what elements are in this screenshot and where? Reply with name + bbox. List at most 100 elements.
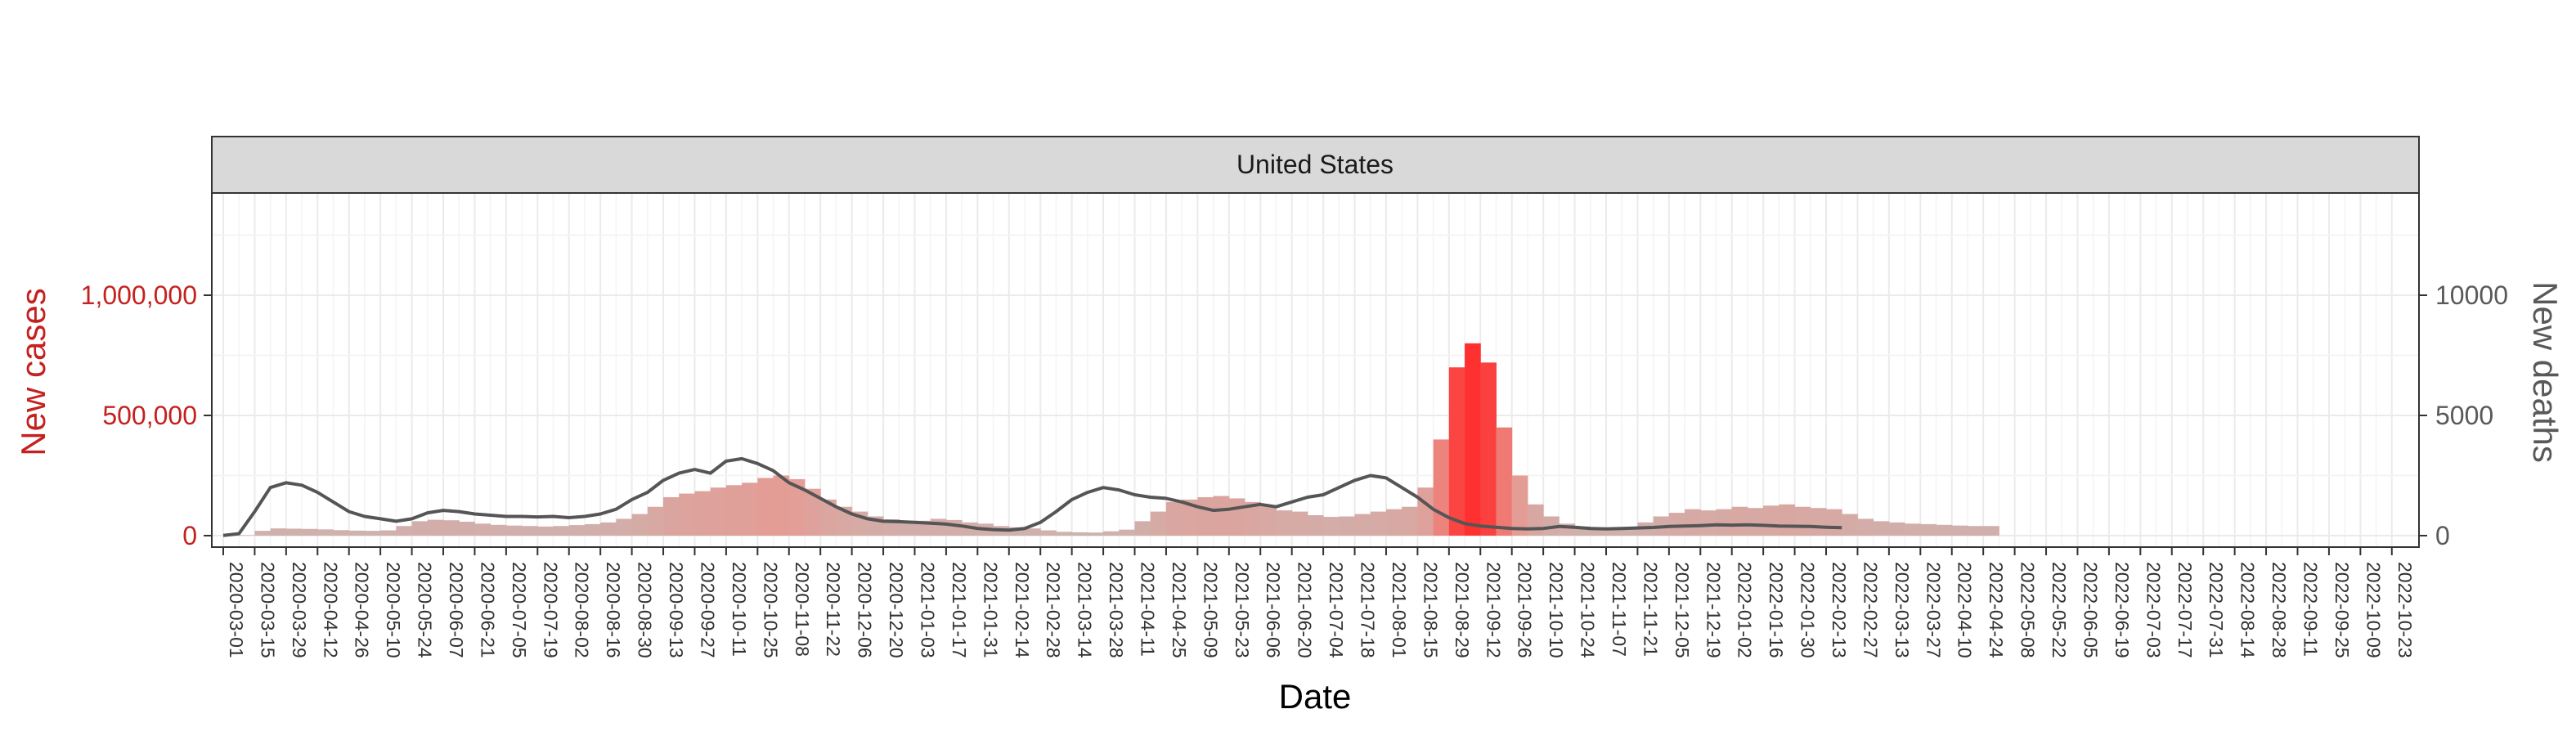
case-bar xyxy=(380,530,397,536)
y-left-tick-label: 0 xyxy=(182,521,197,550)
case-bar xyxy=(239,535,255,536)
x-tick-label: 2022-07-17 xyxy=(2174,562,2196,658)
case-bar xyxy=(1260,505,1277,536)
x-tick-label: 2020-03-01 xyxy=(226,562,247,658)
case-bar xyxy=(1936,524,1953,536)
case-bar xyxy=(883,519,900,536)
facet-label: United States xyxy=(1236,150,1393,179)
x-tick-label: 2022-10-23 xyxy=(2394,562,2416,658)
x-tick-label: 2022-08-28 xyxy=(2269,562,2290,658)
case-bar xyxy=(1370,511,1387,536)
case-bar xyxy=(584,523,601,536)
case-bar xyxy=(1385,509,1402,536)
x-tick-label: 2020-06-21 xyxy=(478,562,499,658)
case-bar xyxy=(1857,518,1874,536)
case-bar xyxy=(317,529,334,536)
facet-strip xyxy=(211,136,2420,194)
y-axis-right-title: New deaths xyxy=(2526,281,2565,463)
x-tick-label: 2021-10-10 xyxy=(1546,562,1567,658)
case-bar xyxy=(1967,526,1984,536)
case-bar xyxy=(725,485,743,536)
case-bar xyxy=(1888,522,1905,536)
case-bar xyxy=(1810,508,1827,536)
case-bar xyxy=(1905,523,1921,536)
case-bar xyxy=(757,478,774,536)
case-bar xyxy=(1134,521,1151,536)
y-axis-left: 0 500,000 1,000,000 xyxy=(81,280,212,550)
case-bar xyxy=(1354,514,1371,536)
case-bar xyxy=(600,522,617,536)
case-bar xyxy=(1465,343,1481,536)
case-bar xyxy=(1150,511,1167,536)
x-tick-label: 2022-02-13 xyxy=(1829,562,1850,658)
case-bar xyxy=(1087,532,1104,536)
x-tick-label: 2020-11-22 xyxy=(823,562,844,657)
x-tick-label: 2021-08-29 xyxy=(1452,562,1473,658)
case-bar xyxy=(411,521,429,536)
x-tick-label: 2021-07-18 xyxy=(1358,562,1379,658)
case-bar xyxy=(1071,532,1088,536)
x-tick-label: 2020-06-07 xyxy=(446,562,467,658)
x-tick-label: 2021-04-11 xyxy=(1138,562,1159,657)
case-bar xyxy=(1700,510,1717,536)
case-bar xyxy=(1668,513,1685,536)
y-right-tick-label: 0 xyxy=(2435,521,2450,550)
y-left-tick-label: 500,000 xyxy=(102,401,197,430)
x-tick-label: 2020-08-16 xyxy=(603,562,624,658)
case-bar xyxy=(742,482,758,536)
x-tick-label: 2022-05-08 xyxy=(2017,562,2039,658)
case-bar xyxy=(505,525,523,536)
x-tick-label: 2021-03-28 xyxy=(1106,562,1127,658)
case-bar xyxy=(1040,530,1057,536)
case-bar xyxy=(679,493,695,536)
case-bar xyxy=(1731,506,1748,536)
x-tick-label: 2022-06-19 xyxy=(2112,562,2133,658)
deaths-line xyxy=(222,456,1842,537)
case-bar xyxy=(1951,525,1968,536)
case-bar xyxy=(1165,501,1183,536)
case-bar xyxy=(270,528,287,536)
x-tick-label: 2022-01-16 xyxy=(1766,562,1787,658)
case-bar xyxy=(1448,367,1465,536)
x-tick-label: 2022-07-03 xyxy=(2143,562,2164,658)
x-tick-label: 2021-01-31 xyxy=(980,562,1001,658)
case-bar xyxy=(804,488,821,536)
x-tick-label: 2021-02-14 xyxy=(1012,562,1033,658)
x-tick-label: 2022-05-22 xyxy=(2049,562,2070,658)
case-bar xyxy=(1323,517,1340,536)
case-bar xyxy=(333,530,350,536)
x-tick-label: 2020-08-02 xyxy=(572,562,593,658)
x-tick-label: 2021-11-21 xyxy=(1640,562,1661,657)
case-bar xyxy=(663,496,680,536)
x-tick-label: 2022-04-10 xyxy=(1954,562,1976,658)
case-bar xyxy=(1873,521,1890,536)
x-tick-label: 2022-06-05 xyxy=(2080,562,2102,658)
x-tick-label: 2020-12-06 xyxy=(855,562,876,658)
case-bar xyxy=(710,487,727,536)
case-bar xyxy=(1276,510,1293,536)
case-bar xyxy=(1056,532,1073,536)
x-tick-label: 2021-12-05 xyxy=(1672,562,1693,658)
x-tick-label: 2022-08-14 xyxy=(2237,562,2259,658)
x-tick-label: 2021-09-26 xyxy=(1515,562,1536,658)
x-tick-label: 2021-03-14 xyxy=(1075,562,1096,658)
x-tick-label: 2022-10-09 xyxy=(2363,562,2384,658)
plot-panel xyxy=(212,193,2419,547)
x-tick-label: 2020-07-19 xyxy=(540,562,561,658)
case-bar xyxy=(1685,509,1701,536)
case-bar xyxy=(459,521,475,536)
x-tick-label: 2020-03-29 xyxy=(289,562,310,658)
x-axis-title: Date xyxy=(1279,677,1352,716)
case-bar xyxy=(364,531,381,536)
case-bar xyxy=(1527,504,1544,536)
case-bar xyxy=(1920,523,1937,536)
x-tick-label: 2020-09-27 xyxy=(698,562,719,658)
case-bar xyxy=(522,526,538,536)
case-bar xyxy=(553,526,570,536)
x-tick-label: 2021-06-20 xyxy=(1295,562,1316,658)
case-bar xyxy=(1747,508,1764,536)
case-bar xyxy=(537,526,554,536)
case-bar xyxy=(1025,528,1041,536)
x-tick-label: 2020-08-30 xyxy=(635,562,656,658)
